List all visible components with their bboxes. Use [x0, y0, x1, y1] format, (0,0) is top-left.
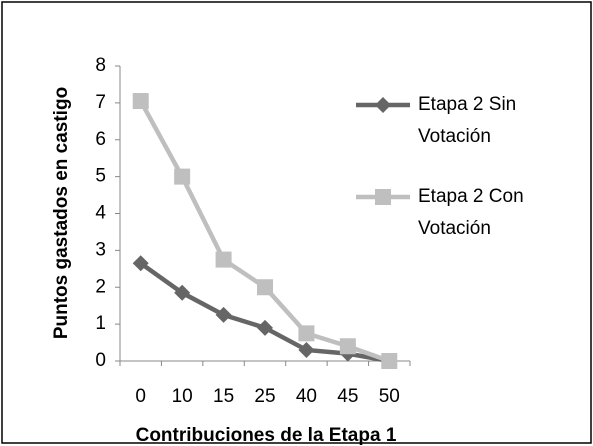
data-point — [339, 338, 356, 355]
y-tick-label: 6 — [95, 129, 106, 150]
y-tick-label: 5 — [95, 166, 106, 187]
y-tick-label: 1 — [95, 313, 106, 334]
data-point — [381, 353, 398, 369]
y-tick-label: 0 — [95, 350, 106, 371]
x-tick-label: 10 — [172, 386, 193, 407]
legend-marker — [375, 189, 391, 205]
data-point — [257, 319, 273, 336]
data-point — [215, 306, 232, 323]
x-tick-label: 50 — [379, 386, 400, 407]
x-tick-label: 40 — [296, 386, 317, 407]
legend-label: Etapa 2 Sin Votación — [418, 94, 517, 147]
data-point — [298, 325, 315, 342]
y-tick-label: 3 — [95, 239, 106, 260]
y-axis-title: Puntos gastados en castigo — [51, 87, 72, 339]
y-tick-label: 8 — [95, 55, 106, 76]
legend-marker — [375, 97, 391, 113]
legend-label: Etapa 2 Con Votación — [418, 186, 524, 239]
data-point — [132, 93, 149, 110]
y-tick-label: 7 — [95, 92, 106, 113]
data-point — [215, 251, 232, 268]
data-point — [174, 284, 191, 301]
x-tick-label: 25 — [254, 386, 275, 407]
y-tick-label: 2 — [95, 276, 106, 297]
x-tick-label: 0 — [135, 386, 146, 407]
x-tick-label: 15 — [213, 386, 234, 407]
x-axis-title: Contribuciones de la Etapa 1 — [136, 425, 397, 446]
data-point — [132, 255, 149, 272]
data-point — [257, 279, 273, 296]
data-point — [298, 341, 315, 358]
y-tick-label: 4 — [95, 203, 106, 224]
x-tick-label: 45 — [337, 386, 358, 407]
data-point — [174, 168, 191, 185]
